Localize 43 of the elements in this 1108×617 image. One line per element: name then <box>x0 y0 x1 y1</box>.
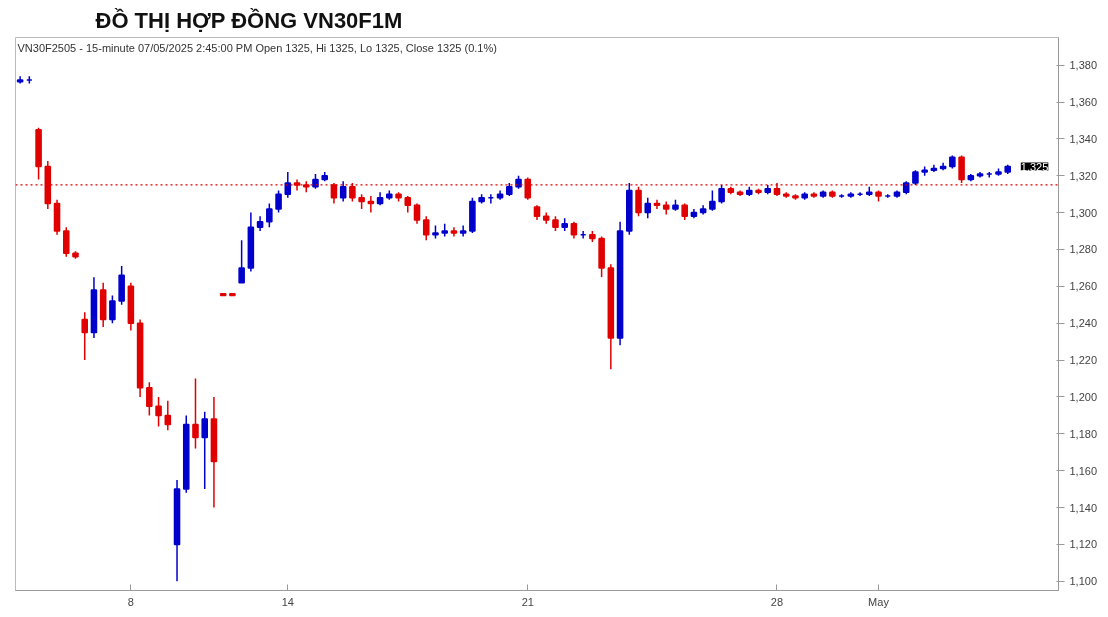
candlestick <box>192 377 199 450</box>
y-tick-label: 1,360 <box>1069 96 1098 109</box>
x-tick-label: 8 <box>127 595 134 608</box>
y-tick-label: 1,160 <box>1069 464 1098 477</box>
x-tick-label: 21 <box>521 595 534 608</box>
y-tick-label: 1,180 <box>1069 427 1098 440</box>
candlestick <box>275 189 282 214</box>
y-tick-label: 1,240 <box>1069 317 1098 330</box>
y-tick-label: 1,300 <box>1069 206 1098 219</box>
candlestick <box>367 195 375 214</box>
y-tick-label: 1,120 <box>1069 538 1098 551</box>
candlestick <box>201 410 209 490</box>
y-tick-label: 1,320 <box>1069 169 1098 182</box>
chart-title: ĐỒ THỊ HỢP ĐỒNG VN30F1M <box>95 7 403 33</box>
candlestick <box>81 311 89 361</box>
y-tick-label: 1,100 <box>1069 575 1098 588</box>
y-tick-label: 1,260 <box>1069 280 1098 293</box>
y-tick-label: 1,280 <box>1069 243 1098 256</box>
y-tick-label: 1,380 <box>1069 59 1098 72</box>
candlestick <box>146 381 153 417</box>
candlestick <box>266 202 273 229</box>
x-tick-label: 14 <box>281 595 294 608</box>
candlestick <box>644 197 652 219</box>
text: 1,325 <box>1020 160 1049 173</box>
candlestick <box>339 180 347 203</box>
candlestick <box>422 215 430 242</box>
candlestick <box>718 184 725 205</box>
candlestick <box>238 239 245 284</box>
y-tick-label: 1,220 <box>1069 354 1098 367</box>
candlestick <box>155 396 162 428</box>
y-tick-label: 1,200 <box>1069 390 1098 403</box>
x-tick-label: May <box>868 595 890 608</box>
candlestick <box>284 171 292 199</box>
candlestick <box>109 294 116 324</box>
candlestick <box>62 226 70 258</box>
candlestick <box>635 186 642 218</box>
candlestick <box>413 202 421 225</box>
y-tick-label: 1,340 <box>1069 132 1098 145</box>
y-tick-label: 1,140 <box>1069 501 1098 514</box>
chart-subtitle: VN30F2505 - 15-minute 07/05/2025 2:45:00 PM Open 1325, Hi 1325, Lo 1325, Close 1325 (0.1%) <box>17 41 497 54</box>
x-tick-label: 28 <box>770 595 784 608</box>
candlestick <box>709 189 716 212</box>
candlestick <box>16 75 24 85</box>
